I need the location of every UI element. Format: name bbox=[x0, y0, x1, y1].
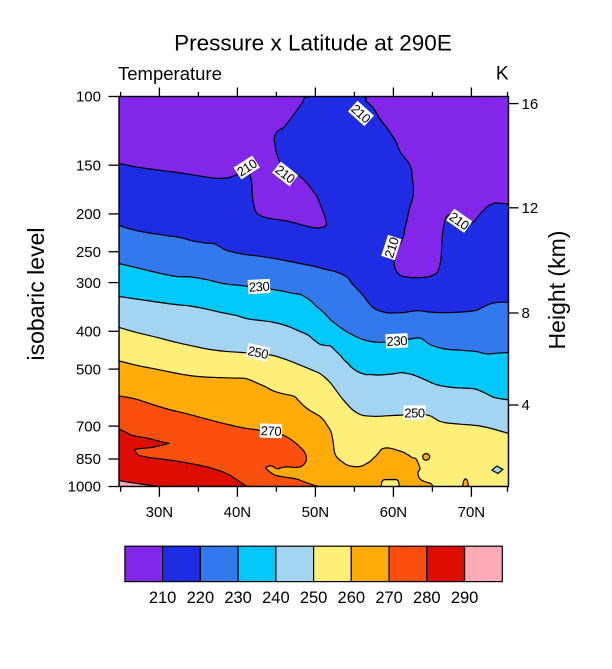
svg-text:Pressure x Latitude at 290E: Pressure x Latitude at 290E bbox=[174, 31, 452, 56]
svg-text:4: 4 bbox=[522, 397, 530, 414]
svg-text:250: 250 bbox=[300, 589, 328, 607]
svg-text:850: 850 bbox=[76, 451, 101, 468]
svg-text:250: 250 bbox=[246, 343, 269, 362]
svg-text:270: 270 bbox=[375, 589, 403, 607]
svg-text:220: 220 bbox=[187, 589, 215, 607]
svg-text:K: K bbox=[496, 64, 509, 85]
svg-text:Height (km): Height (km) bbox=[544, 231, 570, 350]
svg-text:210: 210 bbox=[149, 589, 177, 607]
svg-text:60N: 60N bbox=[380, 504, 408, 521]
svg-text:12: 12 bbox=[522, 200, 539, 217]
svg-text:700: 700 bbox=[76, 418, 101, 435]
svg-text:230: 230 bbox=[386, 333, 407, 349]
svg-text:8: 8 bbox=[522, 305, 530, 322]
svg-text:Temperature: Temperature bbox=[118, 63, 222, 84]
svg-text:230: 230 bbox=[224, 589, 252, 607]
svg-text:150: 150 bbox=[76, 157, 101, 174]
svg-text:100: 100 bbox=[76, 89, 101, 106]
svg-text:270: 270 bbox=[260, 423, 281, 439]
svg-text:isobaric level: isobaric level bbox=[23, 228, 49, 361]
svg-text:240: 240 bbox=[262, 589, 290, 607]
svg-text:230: 230 bbox=[248, 279, 269, 295]
svg-text:400: 400 bbox=[76, 324, 101, 341]
svg-text:500: 500 bbox=[76, 361, 101, 378]
svg-text:200: 200 bbox=[76, 206, 101, 223]
svg-text:30N: 30N bbox=[146, 504, 174, 521]
svg-text:300: 300 bbox=[76, 275, 101, 292]
svg-text:250: 250 bbox=[404, 405, 425, 420]
svg-text:290: 290 bbox=[451, 589, 479, 607]
svg-text:16: 16 bbox=[522, 96, 539, 113]
svg-text:280: 280 bbox=[413, 589, 441, 607]
svg-text:70N: 70N bbox=[458, 504, 486, 521]
svg-text:210: 210 bbox=[381, 235, 402, 259]
svg-text:50N: 50N bbox=[302, 504, 330, 521]
svg-text:260: 260 bbox=[338, 589, 366, 607]
svg-text:40N: 40N bbox=[224, 504, 252, 521]
svg-text:250: 250 bbox=[76, 244, 101, 261]
svg-text:1000: 1000 bbox=[68, 479, 101, 496]
